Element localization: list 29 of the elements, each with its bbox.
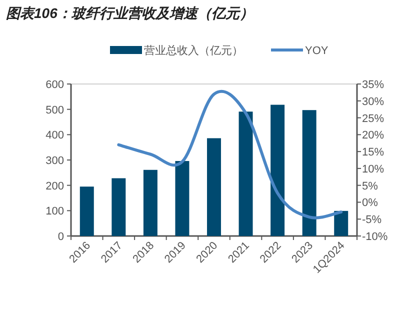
bar xyxy=(207,138,221,236)
y2-tick-label: 30% xyxy=(362,96,384,108)
bar xyxy=(80,186,94,236)
bar xyxy=(334,210,348,236)
y-tick-label: 100 xyxy=(46,206,64,218)
y-tick-label: 200 xyxy=(46,180,64,192)
y-tick-label: 500 xyxy=(46,104,64,116)
y2-tick-label: 35% xyxy=(362,79,384,91)
y-tick-label: 300 xyxy=(46,155,64,167)
legend-label: 营业总收入（亿元） xyxy=(144,44,243,57)
y2-tick-label: -10% xyxy=(362,231,388,243)
y-tick-label: 600 xyxy=(46,79,64,91)
y2-tick-label: 25% xyxy=(362,112,384,125)
y2-tick-label: 0% xyxy=(362,197,378,210)
bar xyxy=(270,104,285,236)
bar xyxy=(302,110,316,236)
y-tick-label: 400 xyxy=(46,130,64,142)
y2-tick-label: 20% xyxy=(362,130,384,142)
bar xyxy=(143,170,158,236)
y2-tick-label: 5% xyxy=(362,180,378,192)
y2-tick-label: -5% xyxy=(362,214,382,226)
bar xyxy=(238,112,253,236)
y-tick-label: 0 xyxy=(58,231,64,243)
y2-tick-label: 10% xyxy=(362,163,384,176)
chart-title: 图表106：玻纤行业营收及增速（亿元） xyxy=(6,5,254,21)
y2-tick-label: 15% xyxy=(362,146,384,159)
bar xyxy=(112,178,126,236)
bar xyxy=(175,161,190,236)
legend-label: YOY xyxy=(305,45,329,57)
